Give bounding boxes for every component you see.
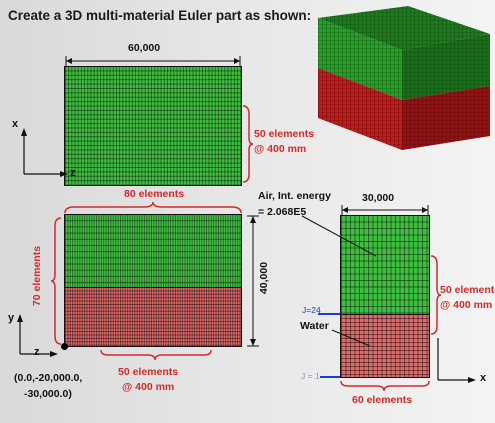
- side-view-bottom-brace: [340, 380, 430, 392]
- front-view-top-elements-label: 80 elements: [124, 188, 185, 200]
- top-view-axes: [21, 128, 68, 177]
- front-view-mesh-air: [64, 214, 242, 288]
- side-view-elements-line1: 50 element: [440, 284, 495, 296]
- front-view-side-brace: [50, 217, 62, 345]
- top-view-elements-brace: [242, 105, 254, 183]
- front-view-axis-z-label: z: [34, 346, 40, 358]
- top-view-width-dimension: [65, 56, 241, 66]
- j24-marker: [318, 313, 340, 315]
- top-view-width-label: 60,000: [128, 42, 161, 54]
- front-view-height-dimension: [247, 215, 259, 347]
- side-view-mesh-air: [340, 215, 430, 315]
- isometric-3d-view: [318, 6, 490, 150]
- front-view-bottom-elements-line2: @ 400 mm: [122, 381, 175, 393]
- front-view-mesh-water: [64, 287, 242, 347]
- water-leader-line: [331, 329, 371, 347]
- top-view-axis-x-label: x: [12, 118, 19, 130]
- side-view-elements-brace: [430, 255, 442, 335]
- air-leader-line: [301, 215, 377, 257]
- side-view-elements-line2: @ 400 mm: [440, 299, 493, 311]
- j1-label: J = 1: [301, 371, 320, 381]
- origin-coordinates-line2: -30,000.0): [24, 388, 72, 400]
- j1-marker: [320, 376, 340, 378]
- top-view-axis-z-label: z: [70, 167, 76, 179]
- side-view-bottom-elements-label: 60 elements: [352, 394, 413, 406]
- air-label-line1: Air, Int. energy: [258, 190, 331, 202]
- side-view-axis-x-label: x: [480, 372, 487, 384]
- front-view-axes: [17, 314, 58, 357]
- air-label-line2: = 2.068E5: [258, 206, 307, 218]
- side-view-width-dimension: [341, 205, 429, 215]
- origin-point: [61, 343, 68, 350]
- front-view-bottom-elements-line1: 50 elements: [118, 366, 179, 378]
- j24-label: J=24: [302, 305, 321, 315]
- front-view-top-brace: [64, 201, 242, 214]
- top-view-elements-line1: 50 elements: [254, 128, 315, 140]
- side-view-mesh-water: [340, 314, 430, 378]
- front-view-axis-y-label: y: [8, 312, 15, 324]
- side-view-width-label: 30,000: [362, 192, 395, 204]
- top-view-mesh-air: [64, 66, 242, 186]
- front-view-height-label: 40,000: [258, 261, 270, 295]
- side-view-axes: [437, 338, 476, 383]
- top-view-elements-line2: @ 400 mm: [254, 143, 307, 155]
- front-view-bottom-brace: [100, 349, 212, 361]
- water-label: Water: [300, 320, 329, 332]
- front-view-side-elements-label: 70 elements: [31, 245, 43, 307]
- page-title: Create a 3D multi-material Euler part as…: [8, 8, 312, 23]
- origin-coordinates-line1: (0.0,-20,000.0,: [14, 372, 83, 384]
